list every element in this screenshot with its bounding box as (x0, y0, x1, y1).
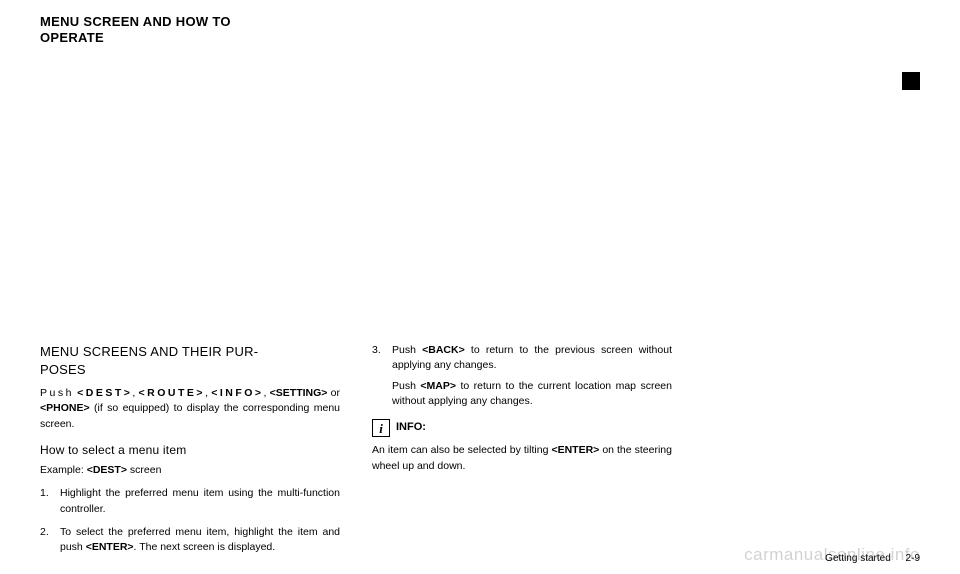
footer-page-number: 2-9 (906, 553, 920, 564)
list-number-1: 1. (40, 486, 60, 516)
setting-button-label: <SETTING> (270, 387, 328, 399)
section-tab-marker (902, 72, 920, 90)
howto-heading: How to select a menu item (40, 442, 340, 459)
push-label: Push (40, 387, 74, 399)
content-columns: MENU SCREENS AND THEIR PUR- POSES Push <… (40, 343, 920, 564)
dest-button-label: <DEST> (77, 387, 132, 399)
info-label: INFO: (396, 420, 426, 436)
page-footer: Getting started 2-9 (825, 553, 920, 564)
info-icon: i (372, 419, 390, 437)
enter-wheel-button-label: <ENTER> (551, 444, 599, 456)
list-body-3: Push <BACK> to return to the previous sc… (392, 343, 672, 410)
page-heading: MENU SCREEN AND HOW TO OPERATE (40, 14, 920, 47)
column-left: MENU SCREENS AND THEIR PUR- POSES Push <… (40, 343, 340, 564)
menu-screens-heading: MENU SCREENS AND THEIR PUR- POSES (40, 343, 340, 381)
manual-page: MENU SCREEN AND HOW TO OPERATE MENU SCRE… (0, 0, 960, 574)
phone-button-label: <PHONE> (40, 402, 90, 414)
list-item-3: 3. Push <BACK> to return to the previous… (372, 343, 672, 410)
list-item-1: 1. Highlight the preferred menu item usi… (40, 486, 340, 516)
info-callout: i INFO: (372, 419, 672, 437)
route-button-label: <ROUTE> (139, 387, 206, 399)
list-body-2: To select the preferred menu item, highl… (60, 525, 340, 555)
list-body-1: Highlight the preferred menu item using … (60, 486, 340, 516)
info-pre: An item can also be selected by tilting (372, 444, 551, 456)
list-item-2: 2. To select the preferred menu item, hi… (40, 525, 340, 555)
push-paragraph: Push <DEST>, <ROUTE>, <INFO>, <SETTING> … (40, 386, 340, 432)
example-button: <DEST> (87, 464, 127, 476)
back-button-label: <BACK> (422, 344, 465, 356)
map-button-label: <MAP> (420, 380, 456, 392)
example-prefix: Example: (40, 464, 84, 476)
item3-p2-pre: Push (392, 380, 420, 392)
or-label: or (331, 387, 340, 399)
heading-line1: MENU SCREEN AND HOW TO (40, 14, 920, 30)
example-suffix: screen (130, 464, 162, 476)
footer-section: Getting started (825, 553, 891, 564)
list-number-3: 3. (372, 343, 392, 410)
list-number-2: 2. (40, 525, 60, 555)
info-paragraph: An item can also be selected by tilting … (372, 443, 672, 473)
enter-button-label: <ENTER> (86, 541, 134, 553)
column-right: 3. Push <BACK> to return to the previous… (372, 343, 672, 564)
example-line: Example: <DEST> screen (40, 463, 340, 478)
item2-post: . The next screen is displayed. (134, 541, 276, 553)
heading-line2: OPERATE (40, 30, 920, 46)
info-button-label: <INFO> (211, 387, 263, 399)
item3-pre: Push (392, 344, 422, 356)
